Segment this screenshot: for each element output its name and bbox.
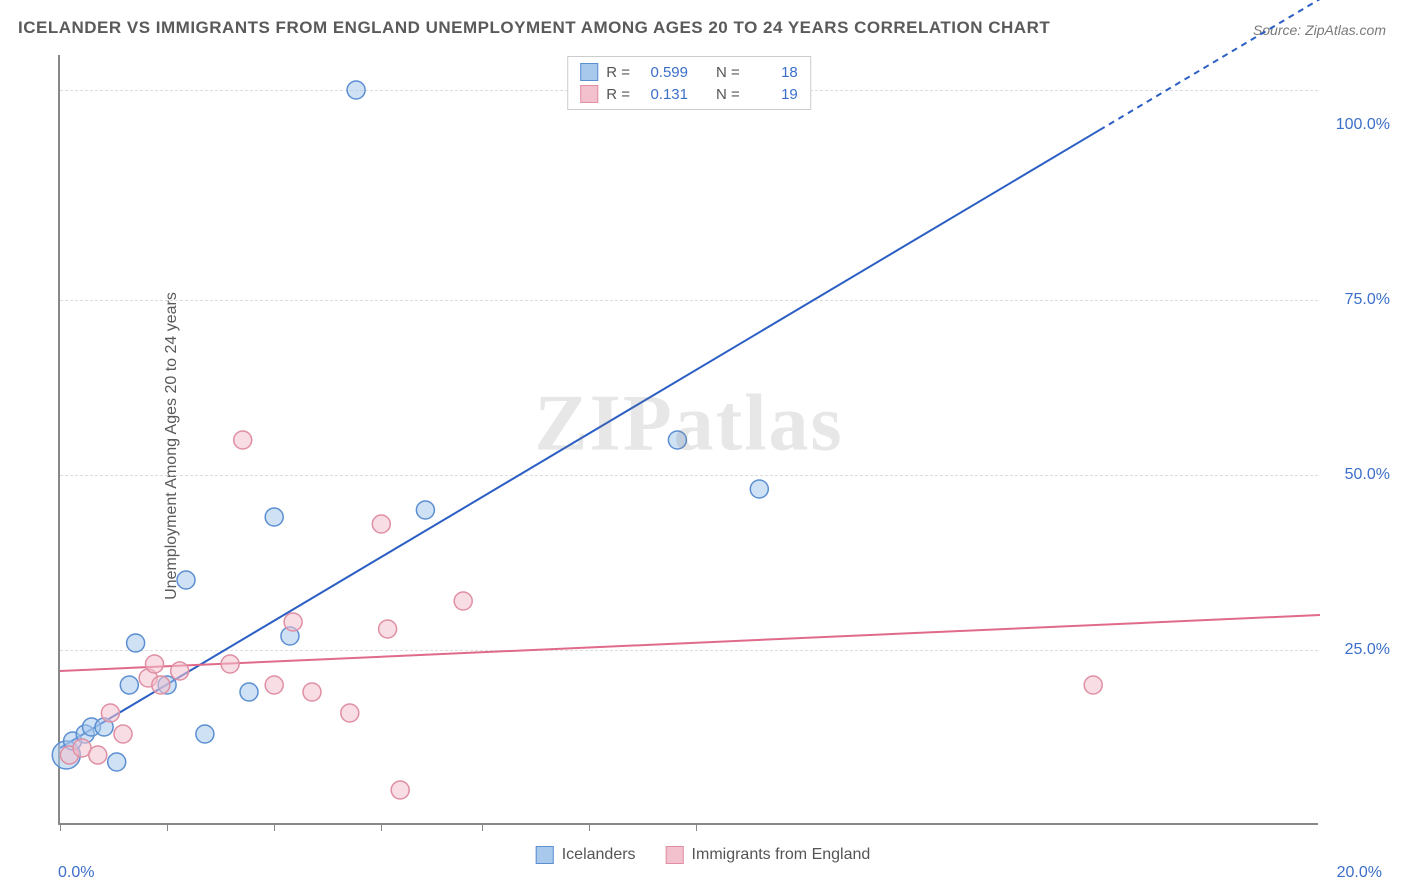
plot-area: ZIPatlas R = 0.599 N = 18 R = 0.131 N = … <box>58 55 1318 825</box>
data-point <box>284 613 302 631</box>
x-tick <box>167 823 168 831</box>
data-point <box>108 753 126 771</box>
data-point <box>177 571 195 589</box>
legend-swatch-1 <box>580 63 598 81</box>
data-point <box>265 508 283 526</box>
x-axis-min-label: 0.0% <box>58 864 94 882</box>
data-point <box>171 662 189 680</box>
x-tick <box>60 823 61 831</box>
data-point <box>196 725 214 743</box>
data-point <box>152 676 170 694</box>
x-tick <box>589 823 590 831</box>
data-point <box>372 515 390 533</box>
legend-r-label: R = <box>606 86 630 103</box>
data-point <box>127 634 145 652</box>
data-point <box>416 501 434 519</box>
y-tick-label: 100.0% <box>1336 116 1390 134</box>
data-point <box>668 431 686 449</box>
chart-svg <box>60 55 1318 823</box>
x-tick <box>381 823 382 831</box>
correlation-legend: R = 0.599 N = 18 R = 0.131 N = 19 <box>567 56 811 110</box>
data-point <box>379 620 397 638</box>
legend-item-2: Immigrants from England <box>666 846 871 864</box>
legend-row-series-1: R = 0.599 N = 18 <box>580 61 798 83</box>
data-point <box>221 655 239 673</box>
legend-series-name-2: Immigrants from England <box>692 846 871 864</box>
series-legend: Icelanders Immigrants from England <box>536 846 871 864</box>
data-point <box>1084 676 1102 694</box>
x-tick <box>696 823 697 831</box>
data-point <box>120 676 138 694</box>
data-point <box>101 704 119 722</box>
legend-swatch-2 <box>580 85 598 103</box>
data-point <box>341 704 359 722</box>
data-point <box>146 655 164 673</box>
y-tick-label: 25.0% <box>1345 641 1390 659</box>
data-point <box>347 81 365 99</box>
legend-n-label: N = <box>716 86 740 103</box>
data-point <box>750 480 768 498</box>
chart-title: ICELANDER VS IMMIGRANTS FROM ENGLAND UNE… <box>18 18 1050 38</box>
x-axis-max-label: 20.0% <box>1337 864 1382 882</box>
data-point <box>114 725 132 743</box>
source-attribution: Source: ZipAtlas.com <box>1253 22 1386 38</box>
legend-swatch-bottom-1 <box>536 846 554 864</box>
data-point <box>234 431 252 449</box>
legend-n-value-1: 18 <box>748 64 798 81</box>
legend-swatch-bottom-2 <box>666 846 684 864</box>
legend-n-value-2: 19 <box>748 86 798 103</box>
data-point <box>454 592 472 610</box>
legend-r-value-2: 0.131 <box>638 86 688 103</box>
y-tick-label: 50.0% <box>1345 466 1390 484</box>
legend-r-label: R = <box>606 64 630 81</box>
data-point <box>303 683 321 701</box>
x-tick <box>274 823 275 831</box>
legend-row-series-2: R = 0.131 N = 19 <box>580 83 798 105</box>
data-point <box>265 676 283 694</box>
data-point <box>89 746 107 764</box>
legend-n-label: N = <box>716 64 740 81</box>
legend-item-1: Icelanders <box>536 846 636 864</box>
legend-r-value-1: 0.599 <box>638 64 688 81</box>
x-tick <box>482 823 483 831</box>
data-point <box>240 683 258 701</box>
legend-series-name-1: Icelanders <box>562 846 636 864</box>
data-point <box>391 781 409 799</box>
y-tick-label: 75.0% <box>1345 291 1390 309</box>
